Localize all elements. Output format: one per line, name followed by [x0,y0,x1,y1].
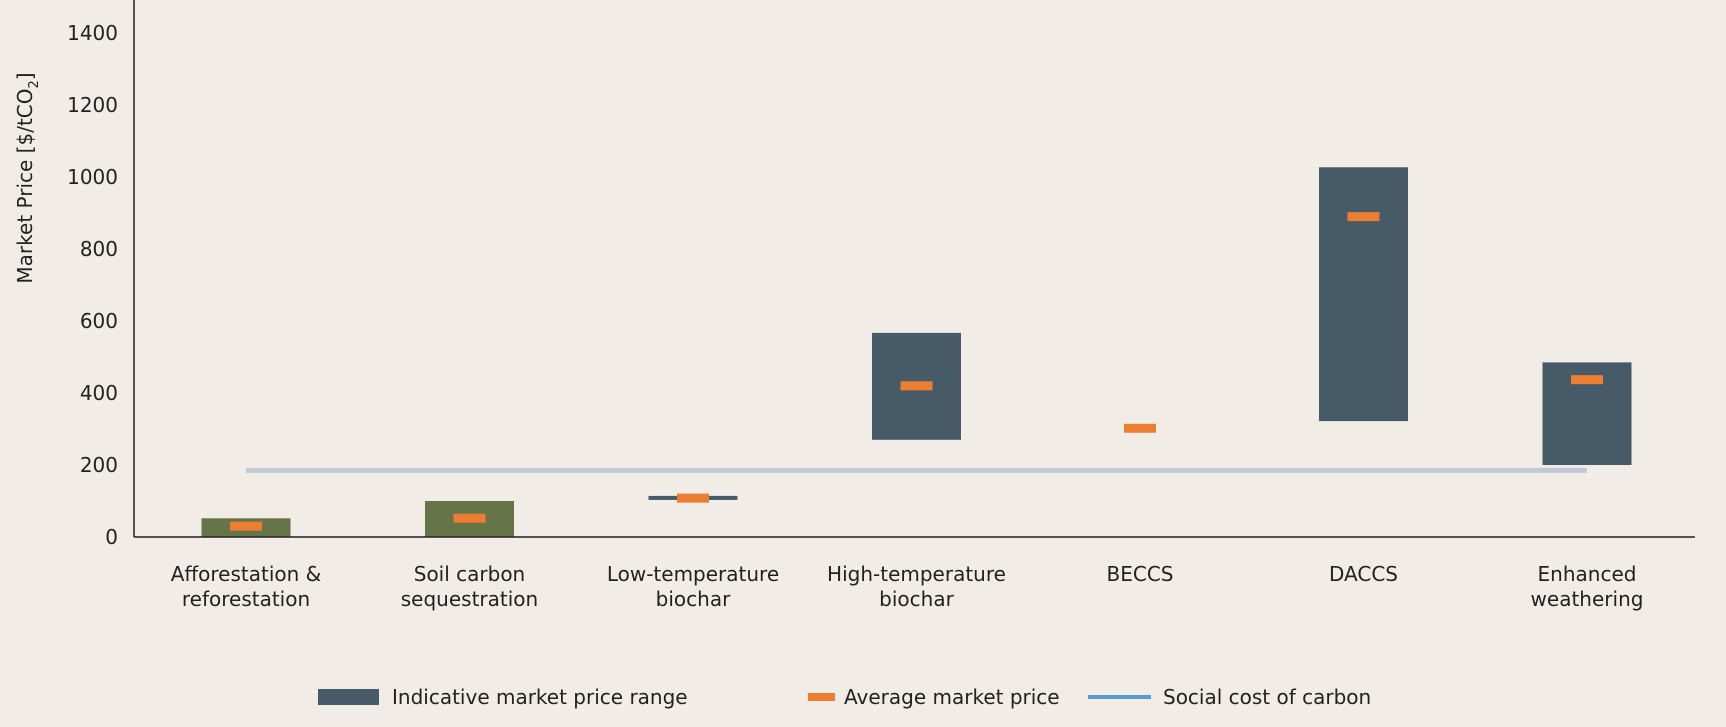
legend: Indicative market price range Average mar… [318,685,1371,709]
x-tick-label: Low-temperature biochar [607,562,779,611]
average-marker [1347,212,1380,222]
range-bar [1319,167,1408,422]
x-axis-labels: Afforestation & reforestation Soil carbon s… [171,562,1644,611]
average-marker [453,513,486,523]
x-tick-label: Afforestation & reforestation [171,562,322,611]
legend-label: Average market price [844,685,1060,709]
x-tick-label: DACCS [1329,562,1398,586]
legend-label: Indicative market price range [392,685,688,709]
y-tick-label: 800 [80,237,118,261]
y-tick-label: 400 [80,381,118,405]
range-bars [201,167,1632,537]
legend-label: Social cost of carbon [1163,685,1371,709]
x-tick-label: Enhanced weathering [1531,562,1644,611]
y-tick-label: 1400 [67,21,118,45]
svg-text:Market Price [$/tCO2]: Market Price [$/tCO2] [13,72,42,283]
average-marker [1571,375,1603,385]
y-axis-ticks: 0 200 400 600 800 1000 1200 1400 [67,21,118,549]
y-tick-label: 1000 [67,165,118,189]
x-tick-label: Soil carbon sequestration [401,562,538,611]
x-tick-label: High-temperature biochar [827,562,1006,611]
y-axis-title-close: ] [13,72,37,80]
y-tick-label: 1200 [67,93,118,117]
y-axis-title-main: Market Price [$/tCO [13,89,37,284]
axes [133,0,1695,538]
y-tick-label: 0 [105,525,118,549]
average-marker [677,493,709,503]
y-tick-label: 600 [80,309,118,333]
legend-swatch-average [808,693,835,701]
x-tick-label: BECCS [1107,562,1174,586]
average-markers [230,212,1603,531]
y-axis-title: Market Price [$/tCO2] [13,72,42,283]
average-marker [1124,423,1156,433]
average-marker [230,521,262,531]
legend-swatch-range [318,689,379,705]
average-marker [900,381,933,391]
y-axis-title-subscript: 2 [27,80,42,88]
y-tick-label: 200 [80,453,118,477]
